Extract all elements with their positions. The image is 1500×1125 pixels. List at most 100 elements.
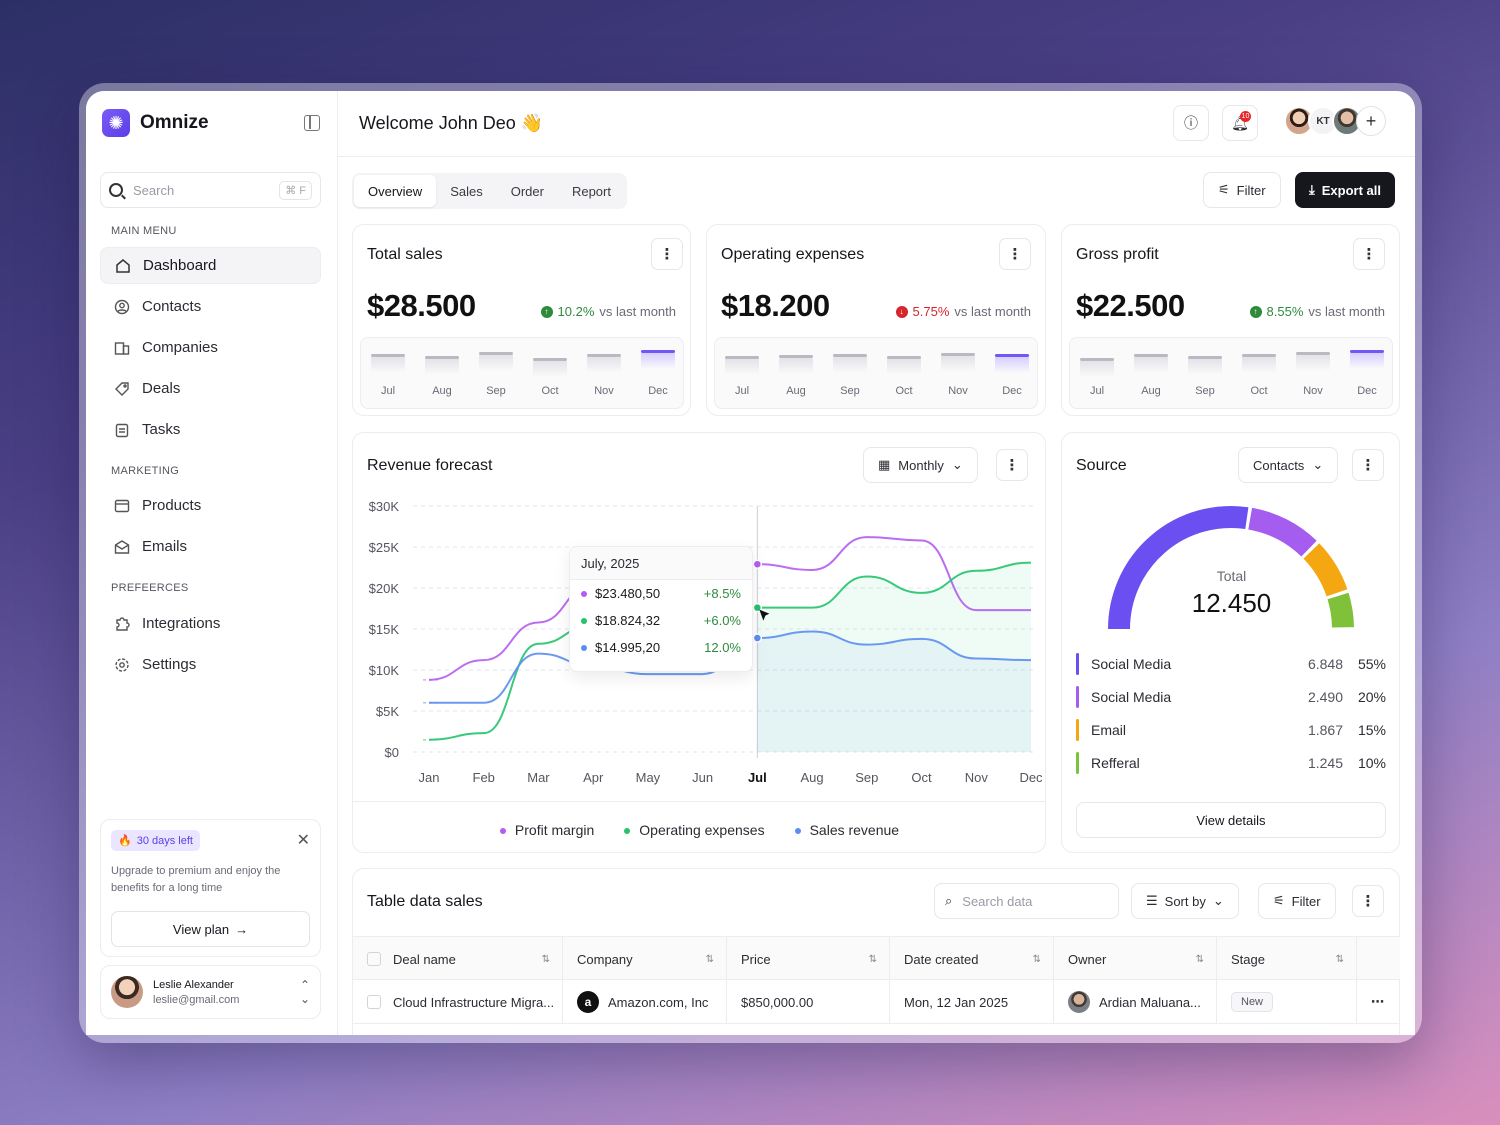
brand-name: Omnize <box>140 112 209 133</box>
more-options-icon[interactable]: ⋮ <box>1352 449 1384 481</box>
cell-date: Mon, 12 Jan 2025 <box>890 980 1054 1024</box>
source-filter-select[interactable]: Contacts ⌄ <box>1238 447 1339 483</box>
user-profile-switcher[interactable]: Leslie Alexander leslie@gmail.com ⌃ ⌄ <box>100 965 321 1019</box>
table-search-input[interactable]: ⌕ Search data <box>934 883 1119 919</box>
more-options-icon[interactable]: ⋮ <box>651 238 683 270</box>
mail-icon <box>114 539 130 555</box>
mini-bar <box>941 352 975 372</box>
search-placeholder: Search <box>133 182 175 198</box>
divider <box>353 801 1045 802</box>
sidebar-item-label: Products <box>142 497 202 514</box>
mini-bar-label: Aug <box>786 385 806 397</box>
avatar[interactable] <box>1284 106 1314 136</box>
chart-tooltip: July, 2025 $23.480,50 +8.5% $18.824,32 +6.… <box>569 546 753 672</box>
card-title: Revenue forecast <box>367 457 493 474</box>
x-tick-label: Jul <box>748 770 767 785</box>
gear-icon <box>114 657 130 673</box>
more-options-icon[interactable]: ⋮ <box>996 449 1028 481</box>
source-row: Refferal 1.245 10% <box>1076 752 1386 774</box>
help-button[interactable]: ⓘ <box>1173 105 1209 141</box>
tab-order[interactable]: Order <box>510 183 544 199</box>
close-icon[interactable]: ✕ <box>296 832 310 849</box>
view-plan-button[interactable]: View plan → <box>111 911 310 947</box>
clipboard-icon <box>114 422 130 438</box>
tag-icon <box>114 381 130 397</box>
y-tick-label: $15K <box>369 622 400 637</box>
more-options-icon[interactable]: ⋮ <box>1352 885 1384 917</box>
select-all-checkbox[interactable] <box>367 952 381 966</box>
column-header-company[interactable]: Company ⇅ <box>563 937 727 981</box>
x-tick-label: May <box>636 770 661 785</box>
mini-bar-label: Dec <box>1002 385 1022 397</box>
brand-logo-icon: ✺ <box>102 109 130 137</box>
view-details-button[interactable]: View details <box>1076 802 1386 838</box>
sidebar-item-emails[interactable]: Emails <box>100 528 321 565</box>
legend-item[interactable]: Operating expenses <box>624 822 765 838</box>
filter-button[interactable]: ⚟ Filter <box>1203 172 1281 208</box>
export-all-button[interactable]: ⤓ Export all <box>1295 172 1395 208</box>
sort-by-button[interactable]: ☰ Sort by ⌄ <box>1131 883 1239 919</box>
trial-badge: 🔥 30 days left <box>111 830 200 851</box>
sidebar-collapse-icon[interactable] <box>304 115 320 131</box>
sort-icon: ⇅ <box>1335 953 1344 965</box>
x-tick-label: Sep <box>855 770 878 785</box>
sidebar-search-input[interactable]: Search ⌘ F <box>100 172 321 208</box>
tab-overview[interactable]: Overview <box>354 175 437 207</box>
mini-bar <box>425 356 459 375</box>
add-member-icon[interactable]: + <box>1356 106 1386 136</box>
y-tick-label: $10K <box>369 663 400 678</box>
row-checkbox[interactable] <box>367 995 381 1009</box>
sidebar-item-contacts[interactable]: Contacts <box>100 288 321 325</box>
monthly-mini-chart: Jul Aug Sep Oct Nov Dec <box>360 337 684 409</box>
gauge-total-value: 12.450 <box>1191 588 1272 618</box>
mini-bar <box>1296 352 1330 372</box>
cell-deal: Cloud Infrastructure Migra... <box>353 980 563 1024</box>
brand[interactable]: ✺ Omnize <box>102 109 209 137</box>
legend-item[interactable]: Profit margin <box>499 822 594 838</box>
calendar-icon: ▦ <box>878 457 891 472</box>
column-header-deal[interactable]: Deal name ⇅ <box>353 937 563 981</box>
stat-value: $28.500 <box>367 288 476 323</box>
arrow-up-icon: ↑ <box>1249 305 1262 318</box>
sidebar-item-companies[interactable]: Companies <box>100 329 321 366</box>
tab-sales[interactable]: Sales <box>450 183 483 199</box>
sidebar-item-dashboard[interactable]: Dashboard <box>100 247 321 284</box>
mini-bar-label: Jul <box>734 385 750 397</box>
revenue-forecast-card: Revenue forecast ▦ Monthly ⌄ ⋮ $0 $5K $10K $1… <box>352 432 1046 853</box>
column-header-date[interactable]: Date created ⇅ <box>890 937 1054 981</box>
row-actions-icon[interactable]: ⋯ <box>1371 994 1384 1009</box>
table-row[interactable]: Cloud Infrastructure Migra... a Amazon.co… <box>353 980 1400 1024</box>
stat-card-gross-profit: Gross profit ⋮ $22.500 ↑ 8.55% vs last mon… <box>1061 224 1400 416</box>
more-options-icon[interactable]: ⋮ <box>999 238 1031 270</box>
sidebar-item-tasks[interactable]: Tasks <box>100 411 321 448</box>
app-window: ✺ Omnize Search ⌘ F MAIN MENU Dashboard … <box>86 91 1415 1035</box>
column-header-owner[interactable]: Owner ⇅ <box>1054 937 1217 981</box>
table-filter-button[interactable]: ⚟ Filter <box>1258 883 1336 919</box>
source-row: Email 1.867 15% <box>1076 719 1386 741</box>
stat-title: Gross profit <box>1076 246 1159 263</box>
mini-bar <box>1242 354 1276 374</box>
status-badge: New <box>1231 992 1274 1012</box>
sidebar-item-deals[interactable]: Deals <box>100 370 321 407</box>
mini-bar-label: Aug <box>1141 385 1161 397</box>
sidebar-item-integrations[interactable]: Integrations <box>100 605 321 642</box>
mini-bar-label: Nov <box>594 385 614 397</box>
mini-bar <box>479 352 513 372</box>
notifications-button[interactable]: 🔔︎ 10 <box>1222 105 1258 141</box>
legend-item[interactable]: Sales revenue <box>794 822 899 838</box>
sidebar-item-products[interactable]: Products <box>100 487 321 524</box>
sort-icon: ⇅ <box>1195 953 1204 965</box>
mini-bar-label: Jul <box>380 385 396 397</box>
more-options-icon[interactable]: ⋮ <box>1353 238 1385 270</box>
arrow-up-icon: ↑ <box>540 305 553 318</box>
mini-bar <box>1188 356 1222 375</box>
column-header-stage[interactable]: Stage ⇅ <box>1217 937 1357 981</box>
source-card: Source Contacts ⌄ ⋮ Total 12.450 Social M… <box>1061 432 1400 853</box>
column-header-price[interactable]: Price ⇅ <box>727 937 890 981</box>
box-icon <box>114 498 130 514</box>
sidebar-item-settings[interactable]: Settings <box>100 646 321 683</box>
tab-report[interactable]: Report <box>571 183 611 199</box>
arrow-down-icon: ↓ <box>895 305 908 318</box>
period-select[interactable]: ▦ Monthly ⌄ <box>863 447 978 483</box>
x-tick-label: Apr <box>583 770 604 785</box>
